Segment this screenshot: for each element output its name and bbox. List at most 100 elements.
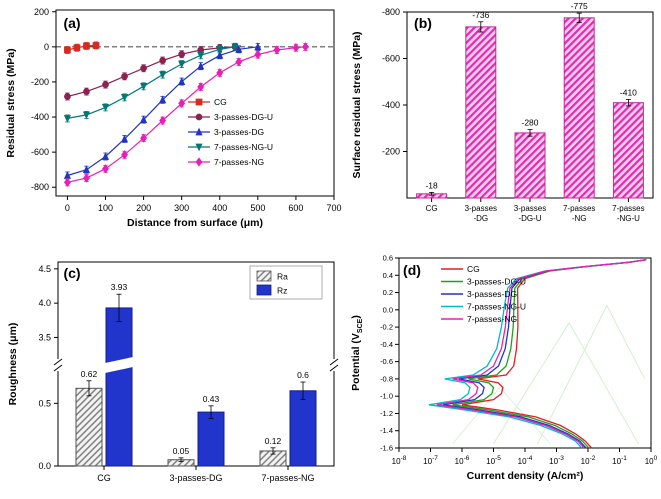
bar-value-label: -736 [472,10,489,20]
svg-text:-600: -600 [382,54,400,64]
svg-text:3-passes-DG: 3-passes-DG [214,127,264,137]
panel-d-ylabel: Potential (VSCE) [350,315,364,391]
panel-a-legend: CG 3-passes-DG-U 3-passes-DG 7-passes-NG-U 7… [188,97,273,167]
panel-d-polarization-curves-chart: 10-8 10-7 10-6 10-5 10-4 10-3 10-2 10-1 100 0.6 0.… [345,248,661,499]
svg-text:-800: -800 [382,7,400,17]
svg-text:0.0: 0.0 [38,461,51,471]
panel-c-axes: 0.0 0.5 3.5 4.0 4.5 Roughness (μm) CG 3-passes-… [7,261,339,483]
bar-value-label: 0.6 [297,370,309,380]
panel-b-axes: -800 -600 -400 -200 Surface residual stress … [351,7,654,202]
panel-c-bar-7-passes-NG-Rz [289,390,317,467]
svg-text:0.4: 0.4 [383,271,393,280]
panel-c-bar-3-passes-DG-Rz [197,411,225,467]
panel-a-series-CG [64,41,100,54]
svg-text:7-passes: 7-passes [612,204,644,213]
svg-text:500: 500 [250,203,265,213]
svg-text:10-3: 10-3 [549,455,564,466]
svg-text:-0.6: -0.6 [380,357,393,366]
svg-text:10-6: 10-6 [455,455,470,466]
svg-text:7-passes: 7-passes [563,204,595,213]
svg-text:0: 0 [44,42,49,52]
svg-text:7-passes-NG: 7-passes-NG [467,314,517,324]
svg-text:3-passes: 3-passes [465,204,497,213]
svg-text:Ra: Ra [277,272,288,282]
panel-letter-a: (a) [63,15,80,31]
panel-b-bar--410 [612,102,644,199]
svg-text:3-passes-DG-U: 3-passes-DG-U [214,112,273,122]
panel-letter-b: (b) [414,15,432,31]
svg-text:400: 400 [212,203,227,213]
svg-text:3-passes-DG-U: 3-passes-DG-U [467,277,526,287]
panel-c-legend: Ra Rz [249,265,323,300]
bar-value-label: -775 [571,1,588,11]
svg-text:3-passes-DG: 3-passes-DG [169,473,222,483]
panel-b-ylabel: Surface residual stress (MPa) [351,31,363,178]
svg-text:-NG-U: -NG-U [617,214,640,223]
svg-text:7-passes-NG-U: 7-passes-NG-U [467,302,526,312]
bar-value-label: 0.43 [203,394,220,404]
svg-text:100: 100 [98,203,113,213]
panel-c-bar-CG-Rz [105,307,133,467]
svg-text:-200: -200 [382,147,400,157]
panel-d-axes: 10-8 10-7 10-6 10-5 10-4 10-3 10-2 10-1 100 0.6 0.… [350,254,658,483]
svg-text:4.0: 4.0 [38,298,51,308]
panel-d-xlabel: Current density (A/cm²) [467,470,584,482]
svg-text:3.5: 3.5 [38,332,51,342]
svg-text:CG: CG [97,473,111,483]
panel-letter-c: (c) [63,265,80,281]
background-watermark [452,304,646,445]
panel-b-bar--280 [514,132,546,199]
svg-text:-NG: -NG [572,214,587,223]
svg-text:100: 100 [645,455,658,466]
svg-text:0: 0 [65,203,70,213]
bar-value-label: 0.12 [265,436,282,446]
panel-c-ylabel: Roughness (μm) [7,323,19,406]
svg-text:CG: CG [467,264,480,274]
panel-b-surface-residual-stress-bar-chart: -800 -600 -400 -200 Surface residual stress … [345,0,661,248]
panel-c-bar-CG-Ra [75,387,103,467]
panel-a-series-3-passes-DG [63,42,262,180]
svg-text:4.5: 4.5 [38,264,51,274]
svg-text:-DG-U: -DG-U [518,214,541,223]
svg-text:-1.2: -1.2 [380,409,393,418]
svg-text:-0.8: -0.8 [380,374,393,383]
axis-break-mark [329,358,339,366]
svg-text:CG: CG [214,97,227,107]
svg-text:-0.2: -0.2 [380,323,393,332]
bar-value-label: -18 [425,180,438,190]
svg-text:10-7: 10-7 [423,455,438,466]
svg-text:7-passes-NG: 7-passes-NG [261,473,314,483]
svg-text:-0.4: -0.4 [380,340,393,349]
svg-text:200: 200 [34,7,49,17]
svg-text:-1.0: -1.0 [380,392,393,401]
axis-break-mark [53,364,63,372]
svg-text:10-5: 10-5 [486,455,501,466]
panel-a-xlabel: Distance from surface (μm) [127,217,263,229]
svg-text:-400: -400 [31,112,49,122]
svg-text:Rz: Rz [277,286,287,296]
svg-text:700: 700 [326,203,341,213]
svg-text:0.0: 0.0 [383,305,393,314]
svg-text:-1.6: -1.6 [380,444,393,453]
svg-text:-DG: -DG [473,214,488,223]
svg-text:10-4: 10-4 [518,455,533,466]
bar-value-label: 0.05 [173,446,190,456]
panel-b-bar--736 [465,26,497,199]
svg-text:200: 200 [136,203,151,213]
svg-text:3-passes-DG: 3-passes-DG [467,289,517,299]
panel-d-curve-7-passes-NG [436,259,647,449]
svg-text:-200: -200 [31,77,49,87]
panel-a-residual-stress-profile-chart: 0 100 200 300 400 500 600 700 200 0 -200 -400 -600 -8… [0,0,345,248]
svg-text:CG: CG [426,204,438,213]
svg-text:0.2: 0.2 [383,288,393,297]
svg-text:-600: -600 [31,147,49,157]
panel-b-bar--775 [563,17,595,199]
svg-text:7-passes-NG: 7-passes-NG [214,157,264,167]
svg-text:3-passes: 3-passes [514,204,546,213]
panel-a-series-7-passes-NG [63,42,309,187]
svg-text:300: 300 [174,203,189,213]
axis-break-mark [53,358,63,366]
svg-text:-1.4: -1.4 [380,426,393,435]
panel-d-curve-CG [461,259,647,449]
